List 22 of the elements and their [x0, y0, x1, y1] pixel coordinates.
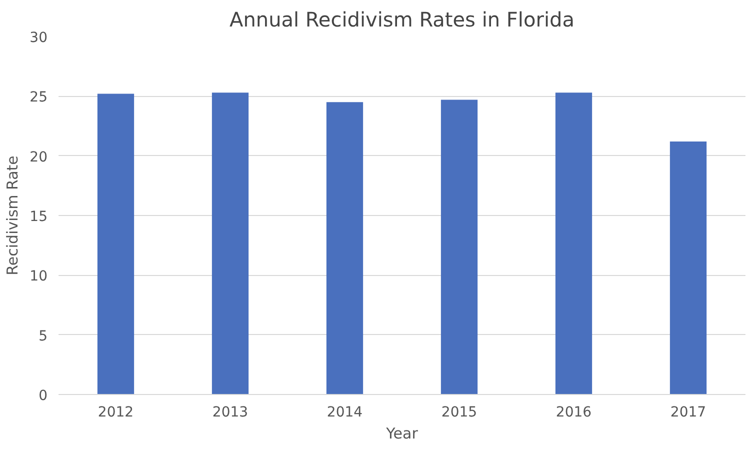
x-tick-label: 2013 — [212, 404, 248, 420]
y-tick-label: 15 — [30, 209, 48, 225]
bar — [97, 94, 134, 394]
y-tick-label: 25 — [30, 90, 48, 106]
x-tick-label: 2016 — [556, 404, 592, 420]
y-tick-label: 20 — [30, 149, 48, 166]
y-tick-label: 10 — [30, 268, 48, 285]
bar — [212, 92, 249, 394]
x-tick-label: 2014 — [326, 404, 363, 420]
y-tick-label: 0 — [38, 388, 48, 404]
y-tick-label: 30 — [30, 30, 48, 46]
bar — [555, 92, 592, 394]
bar — [326, 102, 364, 394]
y-axis-title: Recidivism Rate — [4, 156, 22, 276]
bar — [670, 142, 707, 394]
y-tick-label: 5 — [38, 328, 48, 344]
x-tick-label: 2012 — [98, 404, 134, 420]
bar — [440, 100, 478, 394]
x-tick-label: 2017 — [670, 404, 706, 420]
chart-title: Annual Recidivism Rates in Florida — [230, 8, 574, 32]
x-tick-label: 2015 — [441, 404, 478, 420]
x-axis-title: Year — [385, 424, 419, 442]
